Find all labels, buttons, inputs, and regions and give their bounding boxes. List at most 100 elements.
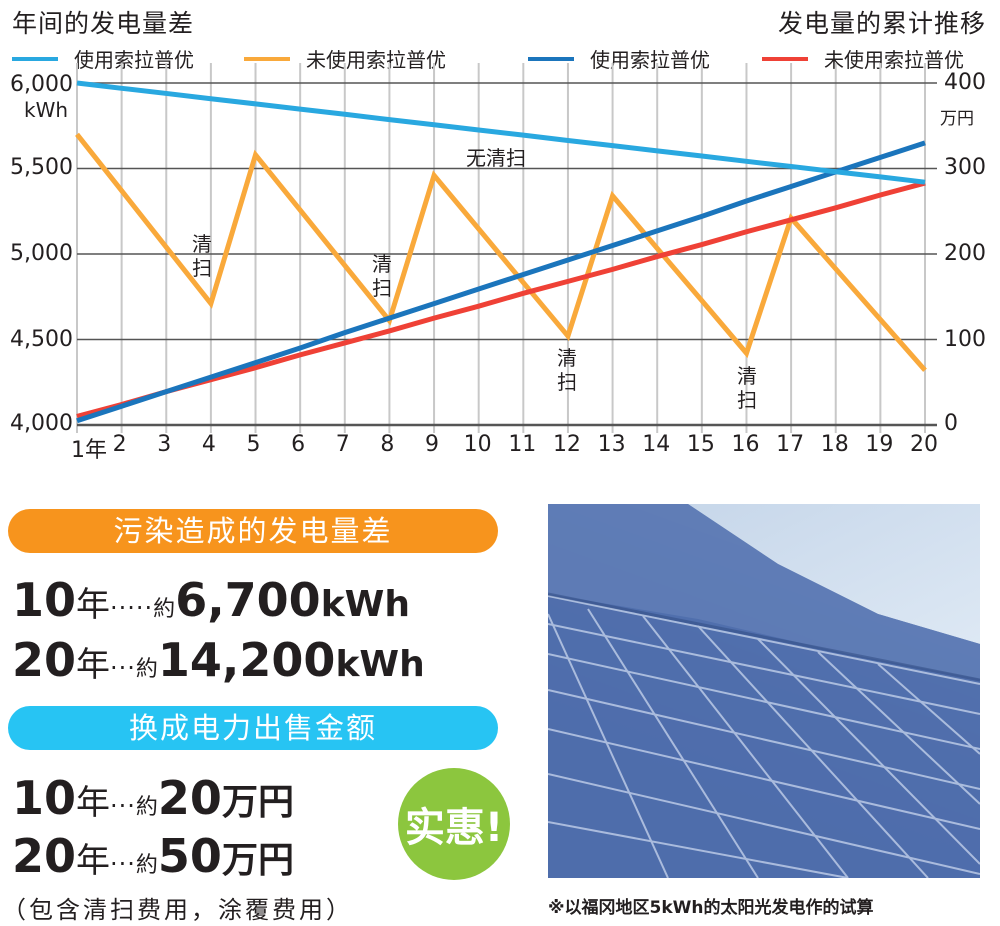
- left-tick-4000: 4,000: [10, 411, 73, 436]
- approx-label: 約: [135, 795, 158, 820]
- x-tick: 17: [776, 432, 805, 457]
- x-tick: 12: [552, 432, 581, 457]
- legend-label: 使用索拉普优: [590, 48, 710, 72]
- dots: ···: [110, 654, 136, 682]
- legend-item-annual-with: 使用索拉普优: [12, 44, 194, 73]
- legend-item-cumulative-without: 未使用索拉普优: [762, 44, 964, 73]
- approx-label: 約: [153, 597, 176, 622]
- legend-item-cumulative-with: 使用索拉普优: [528, 44, 710, 73]
- power-row-20y: 20年···約14,200kWh: [12, 632, 425, 698]
- annotation-text: 清: [737, 364, 757, 388]
- series-line: [76, 180, 926, 419]
- x-tick: 13: [597, 432, 626, 457]
- right-chart-title: 发电量的累计推移: [777, 9, 986, 38]
- calculation-note: ※以福冈地区5kWh的太阳光发电作的试算: [548, 898, 874, 918]
- power-value: 14,200: [157, 633, 336, 687]
- x-tick: 16: [731, 432, 760, 457]
- money-row-10y: 10年···約20万円: [12, 770, 294, 836]
- legend-swatch-orange: [244, 56, 290, 61]
- series-line: [76, 80, 926, 185]
- cost-note: （包含清扫费用，涂覆费用）: [2, 896, 353, 924]
- x-tick: 10: [463, 432, 492, 457]
- x-tick: 20: [910, 432, 938, 457]
- annotation-text: 清: [372, 252, 392, 276]
- annotation-text: 扫: [192, 256, 212, 280]
- solar-panel-grid-icon: [548, 504, 980, 878]
- annotation-cleaning-year12: 清 扫: [557, 346, 577, 394]
- left-tick-6000: 6,000: [10, 72, 73, 97]
- approx-label: 約: [135, 853, 158, 878]
- left-axis-unit: kWh: [24, 98, 69, 122]
- annotation-no-cleaning: 无清扫: [466, 146, 526, 170]
- annotation-cleaning-year8: 清 扫: [372, 252, 392, 300]
- power-difference-header: 污染造成的发电量差: [8, 509, 498, 553]
- years-value: 10: [12, 573, 77, 627]
- x-tick: 4: [201, 432, 216, 457]
- right-tick-0: 0: [944, 411, 958, 436]
- dots: ···: [110, 850, 136, 878]
- power-unit: kWh: [335, 644, 425, 685]
- x-tick: 7: [335, 432, 350, 457]
- x-tick: 1年: [71, 438, 107, 463]
- legend-item-annual-without: 未使用索拉普优: [244, 44, 446, 73]
- legend-label: 未使用索拉普优: [306, 48, 446, 72]
- dots: ·····: [110, 594, 154, 622]
- power-row-10y: 10年·····約6,700kWh: [12, 572, 410, 638]
- x-tick: 11: [508, 432, 537, 457]
- year-unit: 年: [76, 585, 111, 625]
- right-tick-300: 300: [944, 155, 986, 180]
- x-tick: 15: [686, 432, 715, 457]
- annotation-cleaning-year16: 清 扫: [737, 364, 757, 412]
- annotation-text: 扫: [372, 276, 392, 300]
- right-tick-200: 200: [944, 241, 986, 266]
- left-tick-5500: 5,500: [10, 155, 73, 180]
- annotation-text: 清: [192, 232, 212, 256]
- power-unit: kWh: [320, 584, 410, 625]
- annotation-text: 清: [557, 346, 577, 370]
- money-unit: 万円: [221, 840, 294, 881]
- x-tick: 3: [157, 432, 172, 457]
- right-tick-100: 100: [944, 327, 986, 352]
- x-tick: 2: [112, 432, 127, 457]
- left-chart-title: 年间的发电量差: [12, 9, 195, 38]
- x-tick: 9: [425, 432, 440, 457]
- years-value: 10: [12, 771, 77, 825]
- x-tick: 6: [291, 432, 306, 457]
- money-unit: 万円: [221, 782, 294, 823]
- right-tick-400: 400: [944, 70, 986, 95]
- legend-label: 使用索拉普优: [74, 48, 194, 72]
- x-tick: 5: [246, 432, 261, 457]
- left-tick-5000: 5,000: [10, 241, 73, 266]
- x-tick: 14: [642, 432, 671, 457]
- chart-series: [75, 80, 927, 424]
- solar-panel-photo: [548, 504, 980, 878]
- sales-amount-header: 换成电力出售金额: [8, 706, 498, 750]
- years-value: 20: [12, 633, 77, 687]
- line-chart: [75, 63, 937, 433]
- money-value: 50: [157, 829, 222, 883]
- year-unit: 年: [76, 783, 111, 823]
- annotation-cleaning-year4: 清 扫: [192, 232, 212, 280]
- x-tick: 8: [380, 432, 395, 457]
- legend-label: 未使用索拉普优: [824, 48, 964, 72]
- right-axis-unit: 万円: [940, 109, 974, 129]
- years-value: 20: [12, 829, 77, 883]
- money-value: 20: [157, 771, 222, 825]
- year-unit: 年: [76, 841, 111, 881]
- series-line: [75, 132, 927, 372]
- annotation-text: 扫: [737, 388, 757, 412]
- x-tick: 19: [865, 432, 894, 457]
- money-row-20y: 20年···約50万円: [12, 828, 294, 894]
- x-tick: 18: [820, 432, 849, 457]
- power-value: 6,700: [175, 573, 321, 627]
- year-unit: 年: [76, 645, 111, 685]
- legend-swatch-light-blue: [12, 56, 58, 61]
- annotation-text: 扫: [557, 370, 577, 394]
- approx-label: 約: [135, 657, 158, 682]
- left-tick-4500: 4,500: [10, 327, 73, 352]
- dots: ···: [110, 792, 136, 820]
- legend-swatch-dark-blue: [528, 56, 574, 61]
- bargain-badge: 实惠!: [398, 768, 510, 880]
- series-line: [76, 140, 926, 424]
- legend-swatch-red: [762, 56, 808, 61]
